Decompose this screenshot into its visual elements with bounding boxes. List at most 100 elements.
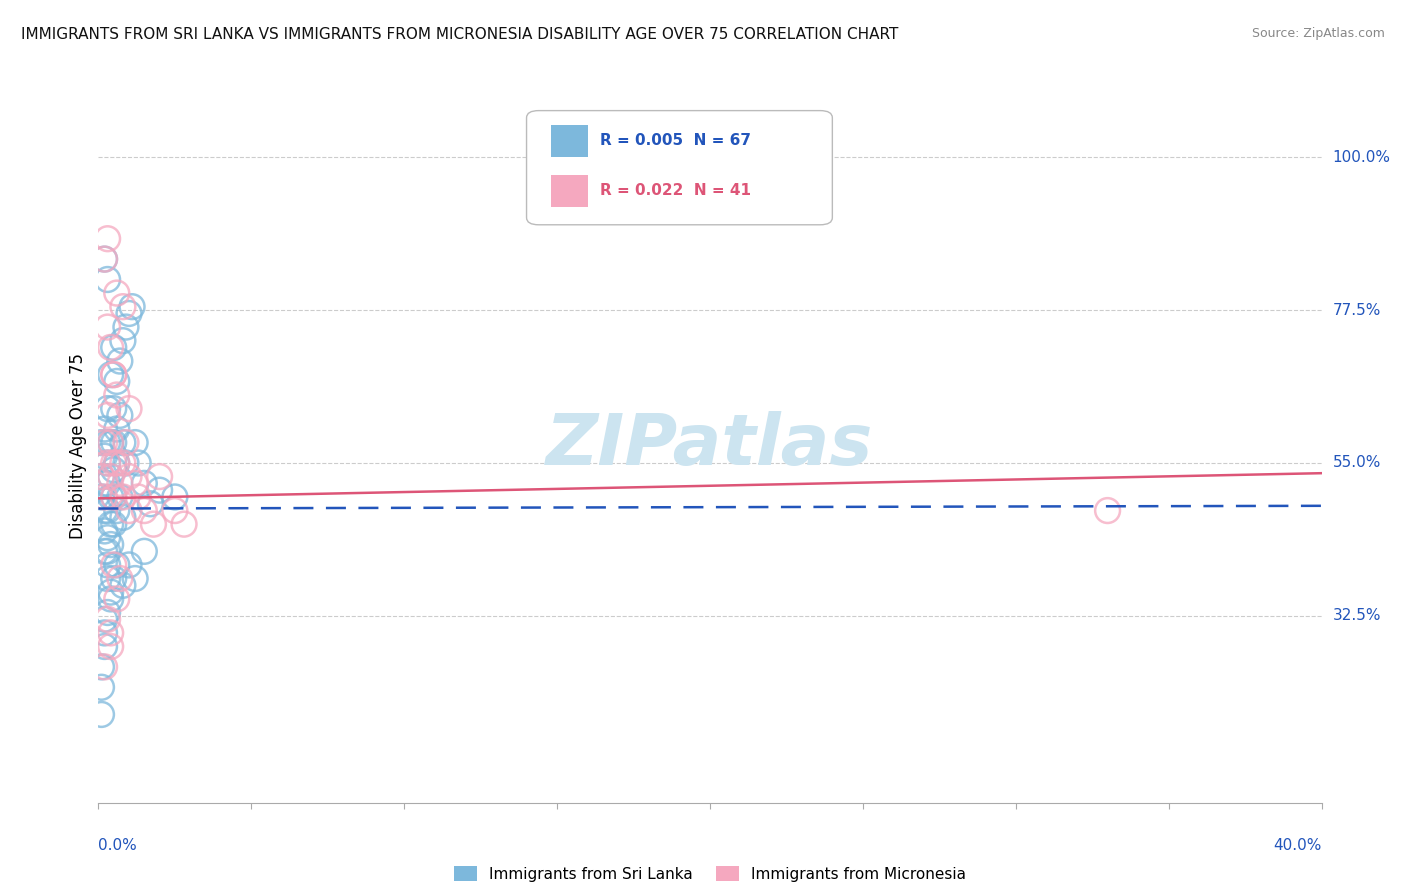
Point	[100, 341, 122, 355]
Point	[127, 490, 149, 504]
Point	[105, 456, 128, 470]
Point	[105, 422, 128, 436]
Point	[100, 640, 122, 654]
Point	[100, 469, 122, 483]
Point	[93, 612, 115, 626]
Point	[93, 660, 115, 674]
Point	[103, 368, 125, 382]
Point	[97, 612, 120, 626]
Point	[93, 476, 115, 491]
Point	[127, 456, 149, 470]
Point	[108, 572, 131, 586]
Point	[100, 585, 122, 599]
Point	[1097, 503, 1119, 517]
Point	[103, 401, 125, 416]
Point	[97, 606, 120, 620]
Text: 77.5%: 77.5%	[1333, 302, 1381, 318]
Text: 100.0%: 100.0%	[1333, 150, 1391, 165]
Point	[108, 409, 131, 423]
Point	[97, 320, 120, 334]
Point	[103, 463, 125, 477]
Point	[134, 503, 156, 517]
Point	[100, 490, 122, 504]
Point	[97, 456, 120, 470]
Point	[134, 476, 156, 491]
Legend: Immigrants from Sri Lanka, Immigrants from Micronesia: Immigrants from Sri Lanka, Immigrants fr…	[449, 860, 972, 888]
Point	[163, 503, 186, 517]
Text: R = 0.022  N = 41: R = 0.022 N = 41	[600, 184, 751, 198]
Point	[118, 469, 141, 483]
Point	[105, 375, 128, 389]
Point	[124, 476, 146, 491]
Point	[100, 469, 122, 483]
Point	[134, 544, 156, 558]
Y-axis label: Disability Age Over 75: Disability Age Over 75	[69, 353, 87, 539]
Point	[115, 320, 138, 334]
Point	[103, 572, 125, 586]
Point	[93, 435, 115, 450]
Point	[100, 591, 122, 606]
Point	[93, 640, 115, 654]
Point	[108, 490, 131, 504]
Point	[97, 503, 120, 517]
Point	[142, 517, 165, 532]
Point	[105, 388, 128, 402]
Text: 32.5%: 32.5%	[1333, 608, 1381, 624]
Point	[105, 558, 128, 572]
Point	[97, 435, 120, 450]
Point	[97, 272, 120, 286]
Point	[103, 435, 125, 450]
Point	[108, 354, 131, 368]
Point	[90, 490, 112, 504]
Point	[105, 503, 128, 517]
Point	[97, 409, 120, 423]
Point	[163, 490, 186, 504]
Point	[97, 476, 120, 491]
Point	[124, 435, 146, 450]
Text: 40.0%: 40.0%	[1274, 838, 1322, 853]
Point	[100, 537, 122, 551]
Point	[97, 456, 120, 470]
Point	[111, 510, 134, 524]
Point	[115, 456, 138, 470]
Point	[111, 456, 134, 470]
Point	[93, 626, 115, 640]
Point	[93, 252, 115, 266]
Point	[93, 524, 115, 538]
Point	[90, 680, 112, 694]
Point	[111, 300, 134, 314]
Point	[97, 572, 120, 586]
Point	[97, 558, 120, 572]
Point	[93, 449, 115, 463]
Point	[93, 544, 115, 558]
Text: Source: ZipAtlas.com: Source: ZipAtlas.com	[1251, 27, 1385, 40]
Bar	[551, 175, 588, 207]
Point	[121, 300, 143, 314]
Point	[93, 252, 115, 266]
Text: R = 0.005  N = 67: R = 0.005 N = 67	[600, 134, 751, 148]
Point	[103, 368, 125, 382]
Point	[97, 401, 120, 416]
Point	[97, 232, 120, 246]
Point	[118, 401, 141, 416]
Bar	[551, 125, 588, 157]
Point	[97, 544, 120, 558]
Point	[118, 306, 141, 320]
Point	[100, 517, 122, 532]
Point	[111, 578, 134, 592]
Point	[108, 476, 131, 491]
Point	[90, 660, 112, 674]
Point	[97, 531, 120, 545]
Point	[111, 490, 134, 504]
Point	[103, 341, 125, 355]
Point	[100, 626, 122, 640]
Text: ZIPatlas: ZIPatlas	[547, 411, 873, 481]
Point	[115, 435, 138, 450]
Point	[149, 469, 172, 483]
Point	[90, 707, 112, 722]
Point	[124, 572, 146, 586]
Text: IMMIGRANTS FROM SRI LANKA VS IMMIGRANTS FROM MICRONESIA DISABILITY AGE OVER 75 C: IMMIGRANTS FROM SRI LANKA VS IMMIGRANTS …	[21, 27, 898, 42]
Point	[100, 435, 122, 450]
Point	[118, 558, 141, 572]
Point	[103, 490, 125, 504]
